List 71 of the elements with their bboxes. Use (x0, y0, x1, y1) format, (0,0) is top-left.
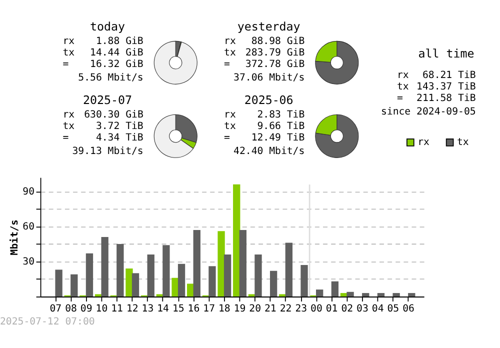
text: 2.83 TiB (257, 109, 305, 120)
x-tick-label: 10 (96, 303, 108, 314)
text: 68.21 TiB (422, 70, 476, 81)
text: = (224, 132, 230, 144)
x-tick-label: 21 (264, 303, 276, 314)
x-tick-label: 16 (188, 303, 200, 314)
x-tick-label: 06 (402, 303, 414, 314)
text: 211.58 TiB (416, 93, 476, 104)
text: 42.40 Mbit/s (234, 146, 305, 158)
text: 143.37 TiB (416, 82, 476, 93)
text: = (62, 132, 69, 144)
x-tick-label: 02 (341, 303, 354, 314)
text: 372.78 GiB (245, 59, 305, 70)
text: 1.88 GiB (96, 36, 144, 47)
text: 283.79 GiB (245, 48, 305, 59)
x-tick-label: 04 (372, 303, 384, 314)
x-tick-label: 14 (157, 303, 170, 314)
x-tick-label: 08 (65, 303, 77, 314)
x-tick-label: 19 (234, 303, 246, 314)
text: = (396, 93, 403, 104)
x-tick-label: 13 (142, 303, 154, 314)
text: rx (62, 109, 75, 120)
text: rx (396, 70, 409, 81)
x-tick-label: 23 (295, 303, 308, 314)
x-tick-label: 12 (126, 303, 138, 314)
text: = (62, 59, 69, 70)
x-tick-label: 05 (387, 303, 400, 314)
y-axis-title: Mbit/s (9, 220, 20, 256)
x-tick-label: 11 (111, 303, 124, 314)
text: tx (62, 120, 75, 132)
text: 39.13 Mbit/s (72, 146, 144, 158)
text: tx (62, 48, 75, 59)
text: = (224, 59, 230, 70)
text: 4.34 TiB (96, 132, 144, 144)
x-tick-label: 03 (356, 303, 368, 314)
x-tick-label: 22 (280, 303, 292, 314)
y-tick-label: 90 (22, 186, 35, 198)
chart-title: today (90, 19, 126, 34)
text: tx (224, 48, 236, 59)
text: 37.06 Mbit/s (234, 72, 305, 84)
text: rx (224, 109, 236, 120)
text: 2025-07-12 07:00 (0, 316, 95, 328)
text: rx (224, 36, 236, 47)
x-tick-label: 09 (80, 303, 92, 314)
x-tick-label: 07 (50, 303, 62, 314)
chart-title: 2025-07 (83, 92, 132, 107)
legend-label: tx (456, 137, 469, 148)
legend-label: rx (418, 137, 430, 148)
text: 3.72 TiB (96, 120, 144, 132)
text: since 2024-09-05 (380, 106, 476, 118)
x-tick-label: 17 (203, 303, 216, 314)
text: tx (224, 120, 236, 132)
chart-title: 2025-06 (244, 92, 294, 107)
x-tick-label: 00 (310, 303, 322, 314)
text: 16.32 GiB (90, 59, 144, 70)
x-tick-label: 18 (218, 303, 230, 314)
text: 5.56 Mbit/s (78, 72, 144, 84)
text: all time (418, 46, 474, 60)
chart-title: yesterday (237, 19, 300, 34)
y-tick-label: 30 (22, 256, 35, 268)
x-tick-label: 20 (249, 303, 262, 314)
x-tick-label: 15 (172, 303, 184, 314)
text: tx (396, 82, 409, 93)
text: 630.30 GiB (84, 109, 144, 120)
text: 14.44 GiB (90, 48, 144, 59)
text: 9.66 TiB (257, 120, 305, 132)
y-tick-label: 60 (22, 222, 35, 233)
text: rx (62, 36, 75, 47)
x-tick-label: 01 (326, 303, 338, 314)
text: 12.49 TiB (251, 132, 305, 144)
text: 88.98 GiB (251, 36, 305, 47)
